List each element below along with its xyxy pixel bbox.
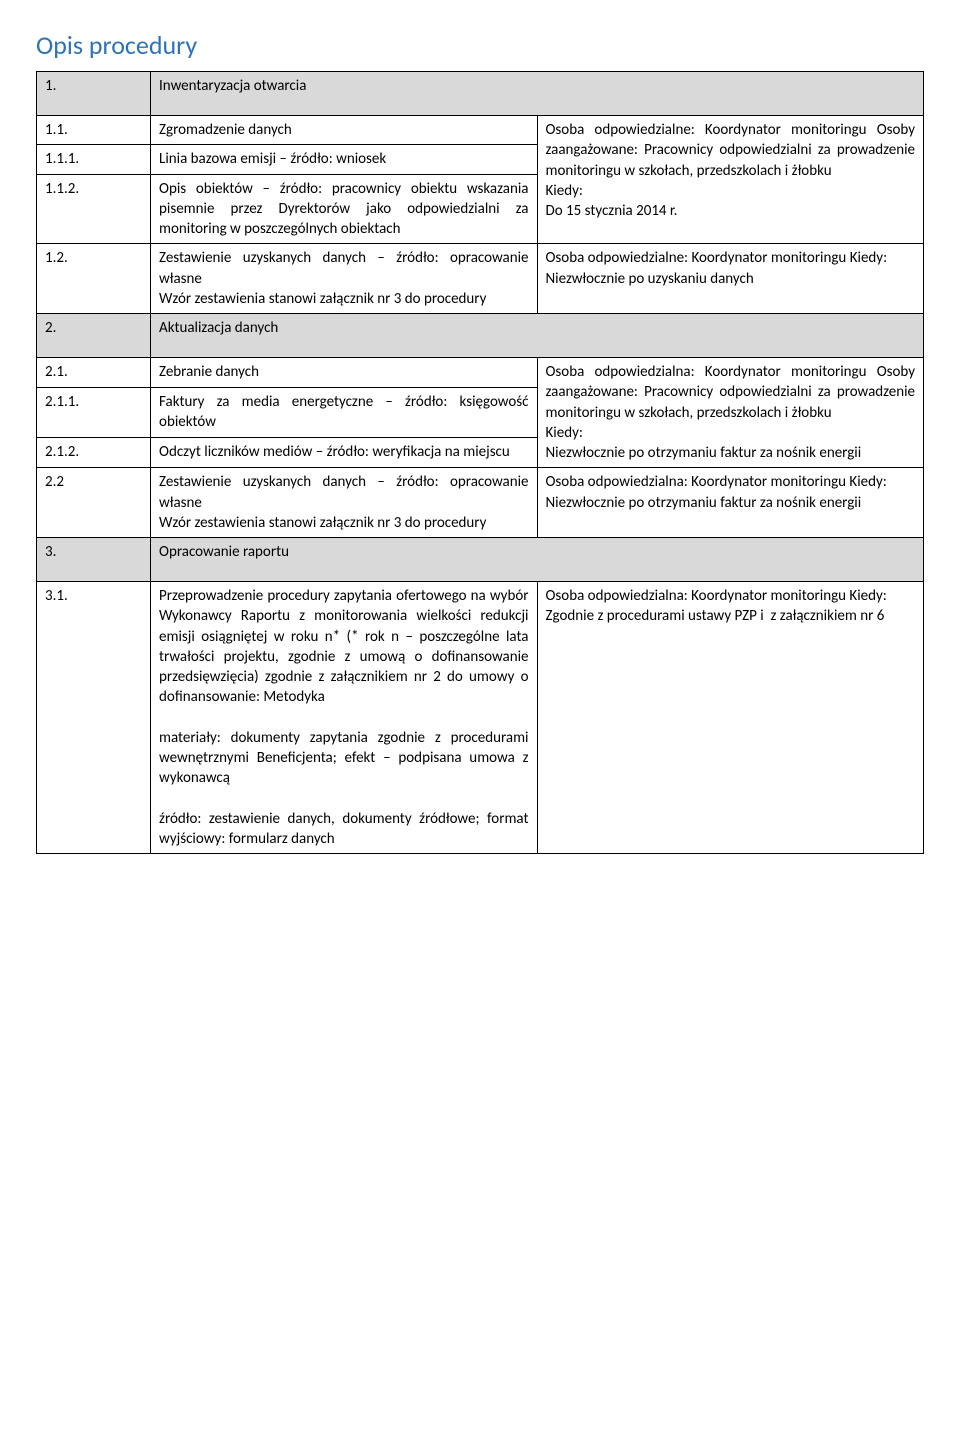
table-row: 2.Aktualizacja danych <box>37 314 924 358</box>
row-number: 2.1.1. <box>37 387 151 438</box>
table-row: 1.1.Zgromadzenie danychOsoba odpowiedzia… <box>37 116 924 145</box>
section-title: Aktualizacja danych <box>151 314 924 358</box>
section-title: Opracowanie raportu <box>151 538 924 582</box>
row-description: Zebranie danych <box>151 358 537 388</box>
row-responsible: Osoba odpowiedzialna: Koordynator monito… <box>537 358 924 468</box>
row-description: Zestawienie uzyskanych danych – źródło: … <box>151 468 537 538</box>
row-description: Zgromadzenie danych <box>151 116 537 145</box>
row-responsible: Osoba odpowiedzialna: Koordynator monito… <box>537 582 924 854</box>
row-responsible: Osoba odpowiedzialne: Koordynator monito… <box>537 116 924 244</box>
row-description: Opis obiektów – źródło: pracownicy obiek… <box>151 174 537 244</box>
row-description: Odczyt liczników mediów – źródło: weryfi… <box>151 438 537 468</box>
row-number: 2.2 <box>37 468 151 538</box>
row-number: 1. <box>37 72 151 116</box>
row-number: 1.1.1. <box>37 145 151 174</box>
table-row: 2.2Zestawienie uzyskanych danych – źródł… <box>37 468 924 538</box>
row-number: 2.1.2. <box>37 438 151 468</box>
row-responsible: Osoba odpowiedzialna: Koordynator monito… <box>537 468 924 538</box>
table-row: 3.Opracowanie raportu <box>37 538 924 582</box>
row-description: Przeprowadzenie procedury zapytania ofer… <box>151 582 537 854</box>
row-number: 1.2. <box>37 244 151 314</box>
row-number: 1.1.2. <box>37 174 151 244</box>
row-description: Zestawienie uzyskanych danych – źródło: … <box>151 244 537 314</box>
row-number: 3.1. <box>37 582 151 854</box>
table-row: 2.1.Zebranie danychOsoba odpowiedzialna:… <box>37 358 924 388</box>
section-title: Inwentaryzacja otwarcia <box>151 72 924 116</box>
row-responsible: Osoba odpowiedzialne: Koordynator monito… <box>537 244 924 314</box>
page-title: Opis procedury <box>36 28 924 63</box>
row-number: 2. <box>37 314 151 358</box>
row-number: 2.1. <box>37 358 151 388</box>
table-row: 1.Inwentaryzacja otwarcia <box>37 72 924 116</box>
procedure-table: 1.Inwentaryzacja otwarcia1.1.Zgromadzeni… <box>36 71 924 854</box>
table-row: 3.1.Przeprowadzenie procedury zapytania … <box>37 582 924 854</box>
table-row: 1.2.Zestawienie uzyskanych danych – źród… <box>37 244 924 314</box>
row-description: Linia bazowa emisji – źródło: wniosek <box>151 145 537 174</box>
row-description: Faktury za media energetyczne – źródło: … <box>151 387 537 438</box>
row-number: 3. <box>37 538 151 582</box>
row-number: 1.1. <box>37 116 151 145</box>
